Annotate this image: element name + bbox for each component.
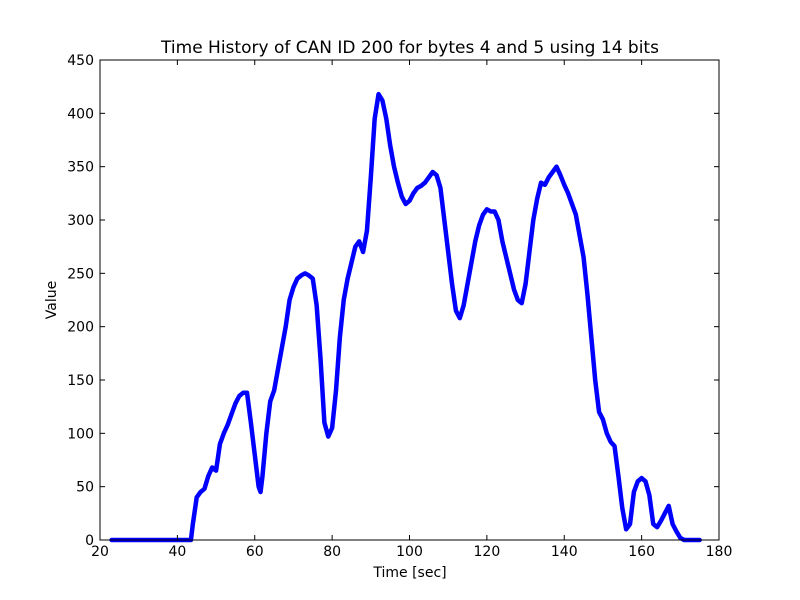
y-tick-label: 0 xyxy=(85,533,94,549)
y-tick-label: 50 xyxy=(76,480,94,496)
x-tick-label: 80 xyxy=(323,544,341,560)
y-tick-label: 400 xyxy=(67,106,94,122)
x-tick-label: 100 xyxy=(396,544,423,560)
x-tick-label: 40 xyxy=(168,544,186,560)
y-tick-label: 100 xyxy=(67,426,94,442)
chart-title: Time History of CAN ID 200 for bytes 4 a… xyxy=(160,38,659,58)
y-tick-label: 200 xyxy=(67,320,94,336)
x-tick-label: 140 xyxy=(551,544,578,560)
y-tick-label: 450 xyxy=(67,53,94,69)
y-tick-label: 300 xyxy=(67,213,94,229)
x-tick-label: 60 xyxy=(246,544,264,560)
y-axis-label: Value xyxy=(44,281,60,319)
x-axis-label: Time [sec] xyxy=(372,565,446,581)
y-tick-label: 350 xyxy=(67,160,94,176)
x-tick-label: 120 xyxy=(474,544,501,560)
data-line xyxy=(109,91,702,543)
x-tick-label: 20 xyxy=(91,544,109,560)
y-tick-label: 250 xyxy=(67,266,94,282)
x-tick-label: 180 xyxy=(706,544,733,560)
x-tick-label: 160 xyxy=(628,544,655,560)
y-tick-label: 150 xyxy=(67,373,94,389)
